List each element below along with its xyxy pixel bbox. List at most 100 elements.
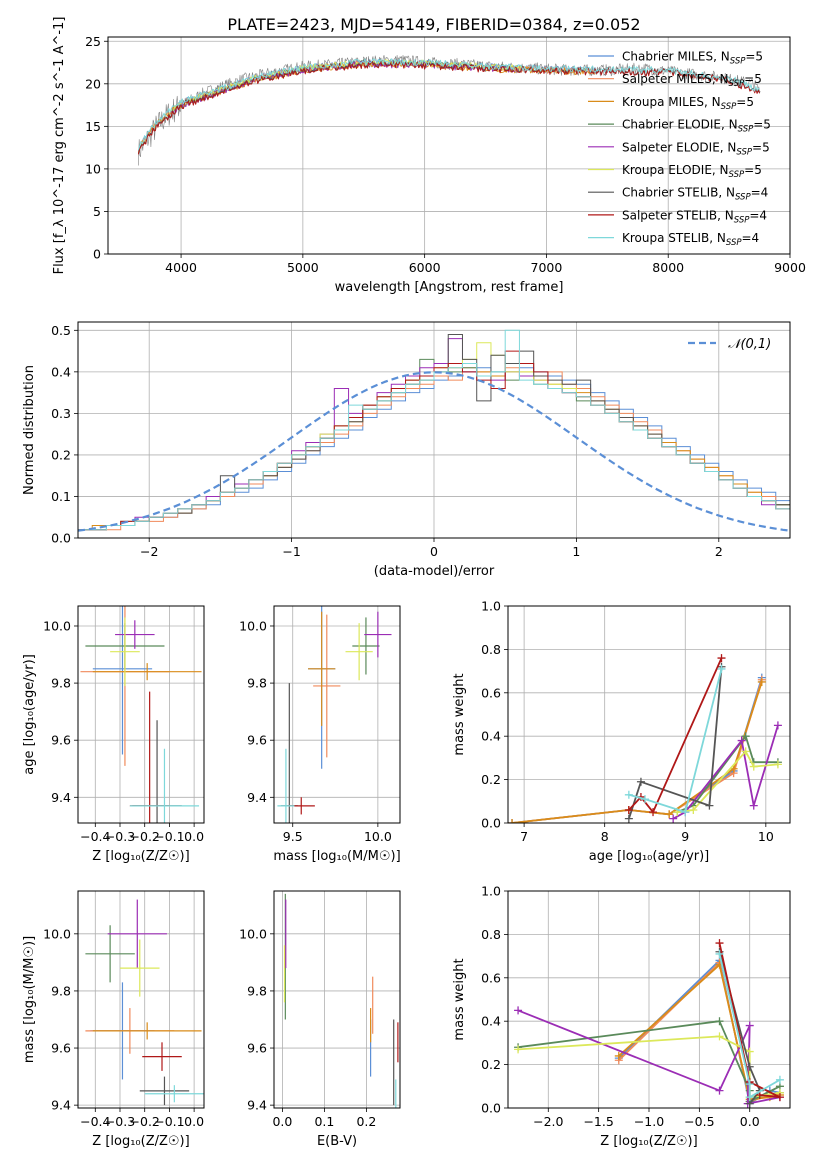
- legend-label: Salpeter ELODIE, NSSP=5: [622, 140, 770, 157]
- plot-area: [137, 54, 761, 166]
- series-point: [715, 1017, 724, 1026]
- histogram-step: [78, 329, 790, 538]
- legend-subscript: SSP: [730, 57, 746, 67]
- legend-count: =5: [744, 72, 762, 86]
- y-tick-label: 0.8: [481, 642, 501, 657]
- legend-count: =4: [749, 208, 767, 222]
- series-line: [672, 725, 779, 820]
- series-point: [715, 939, 724, 948]
- x-axis-label: wavelength [Angstrom, rest frame]: [335, 280, 564, 295]
- legend-label: 𝒩(0,1): [728, 337, 771, 352]
- plot-area: [78, 329, 790, 538]
- spectrum-model-line: [137, 58, 596, 152]
- x-tick-label: 0.2: [356, 1114, 376, 1129]
- axes-frame: [107, 36, 791, 255]
- legend-subscript: SSP: [729, 79, 745, 89]
- x-tick-label: −0.5: [684, 1114, 714, 1129]
- series-point: [745, 1080, 754, 1089]
- x-tick-label: 9.5: [283, 829, 303, 844]
- y-tick-label: 10: [85, 161, 101, 176]
- x-tick-label: 0.0: [740, 1114, 760, 1129]
- y-tick-label: 0.3: [51, 406, 71, 421]
- y-tick-label: 10.0: [239, 926, 267, 941]
- spectrum-model-line: [137, 59, 596, 153]
- y-axis-label: Flux [f_λ 10^-17 erg cm^-2 s^-1 A^-1]: [52, 17, 67, 275]
- x-axis-label: mass [log₁₀(M/M☉)]: [273, 849, 400, 864]
- series-line: [718, 942, 781, 1099]
- x-axis-label: E(B-V): [317, 1134, 357, 1149]
- spectrum-model-line: [168, 59, 523, 117]
- series-point: [715, 1086, 724, 1095]
- spectrum-model-line: [137, 61, 596, 153]
- y-tick-label: 20: [85, 76, 101, 91]
- x-tick-label: 10: [758, 829, 774, 844]
- y-tick-label: 0.6: [481, 685, 501, 700]
- legend-label: Kroupa STELIB, NSSP=4: [622, 231, 759, 248]
- grid: [78, 891, 204, 1108]
- series-point: [775, 1093, 784, 1102]
- x-axis-label: Z [log₁₀(Z/Z☉)]: [92, 849, 189, 864]
- y-tick-label: 9.6: [247, 733, 267, 748]
- y-tick-label: 0: [93, 247, 101, 262]
- axes-frame: [77, 605, 205, 824]
- plot-area: [80, 606, 202, 823]
- weight_vs_Z-panel: −2.0 −1.5 −1.0 −0.5 0.0 0.0 0.2 0.4 0.6 0.8 1.0 Z […: [452, 884, 791, 1149]
- x-tick-label: 9: [681, 829, 689, 844]
- y-tick-label: 25: [85, 34, 101, 49]
- x-tick-label: −0.4: [80, 1114, 110, 1129]
- series-point: [745, 1093, 754, 1102]
- spectrum-model-line: [137, 58, 760, 151]
- grid: [508, 605, 790, 824]
- series-point: [514, 1045, 523, 1054]
- x-tick-label: −0.1: [154, 1114, 184, 1129]
- legend-subscript: SSP: [721, 102, 737, 112]
- legend-subscript: SSP: [729, 170, 745, 180]
- y-tick-label: 15: [85, 119, 101, 134]
- series-point: [614, 1051, 623, 1060]
- plot-area: [277, 606, 392, 823]
- x-tick-label: 7: [520, 829, 528, 844]
- series-line: [628, 657, 723, 813]
- series-point: [715, 949, 724, 958]
- y-tick-label: 0.1: [51, 489, 71, 504]
- plot-area: [514, 939, 784, 1108]
- y-tick-label: 0.2: [481, 772, 501, 787]
- series-line: [628, 668, 723, 813]
- plot-area: [85, 899, 204, 1106]
- series-point: [717, 654, 726, 663]
- series-point: [669, 814, 678, 823]
- series-point: [514, 1006, 523, 1015]
- y-axis-label: mass weight: [452, 958, 467, 1040]
- age_vs_mass-panel: 9.5 10.0 9.4 9.6 9.8 10.0 mass [log₁₀(M/M☉)]: [239, 605, 401, 864]
- series-point: [715, 1032, 724, 1041]
- series-point: [737, 736, 746, 745]
- y-tick-label: 0.0: [481, 1101, 501, 1116]
- weight_vs_age-panel: 7 8 9 10 0.0 0.2 0.4 0.6 0.8 1.0 age [log₁₀(age/yr…: [452, 599, 791, 864]
- series-point: [745, 1021, 754, 1030]
- residuals-panel: 𝒩(0,1) −2 −1 0 1 2 0.0 0.1 0.2 0.3 0.4 0.5 (data-mod…: [22, 321, 791, 579]
- x-axis-label: Z [log₁₀(Z/Z☉)]: [600, 1134, 697, 1149]
- x-tick-label: −2.0: [533, 1114, 563, 1129]
- x-tick-label: 5000: [287, 260, 319, 275]
- axes-frame: [273, 605, 401, 824]
- x-tick-label: 1: [572, 544, 580, 559]
- axes-frame: [273, 890, 401, 1109]
- y-tick-label: 0.0: [481, 816, 501, 831]
- x-tick-label: −1.5: [583, 1114, 613, 1129]
- legend-count: =5: [736, 95, 754, 109]
- x-tick-label: 8: [601, 829, 609, 844]
- y-axis-label: Normed distribution: [22, 365, 37, 495]
- y-tick-label: 9.8: [247, 676, 267, 691]
- x-tick-label: 2: [715, 544, 723, 559]
- legend-label: Kroupa MILES, NSSP=5: [622, 95, 754, 112]
- legend-label: Chabrier ELODIE, NSSP=5: [622, 118, 771, 135]
- axes-frame: [77, 890, 205, 1109]
- x-tick-label: −2: [140, 544, 158, 559]
- y-tick-label: 0.2: [51, 447, 71, 462]
- age_vs_Z-panel: −0.4−0.3−0.2−0.1 0.0 9.4 9.6 9.8 10.0 Z [log₁₀…: [22, 605, 205, 864]
- x-axis-label: age [log₁₀(age/yr)]: [589, 849, 710, 864]
- series-point: [636, 777, 645, 786]
- legend-subscript: SSP: [736, 147, 752, 157]
- x-tick-label: 0.0: [184, 829, 204, 844]
- y-tick-label: 0.4: [481, 729, 501, 744]
